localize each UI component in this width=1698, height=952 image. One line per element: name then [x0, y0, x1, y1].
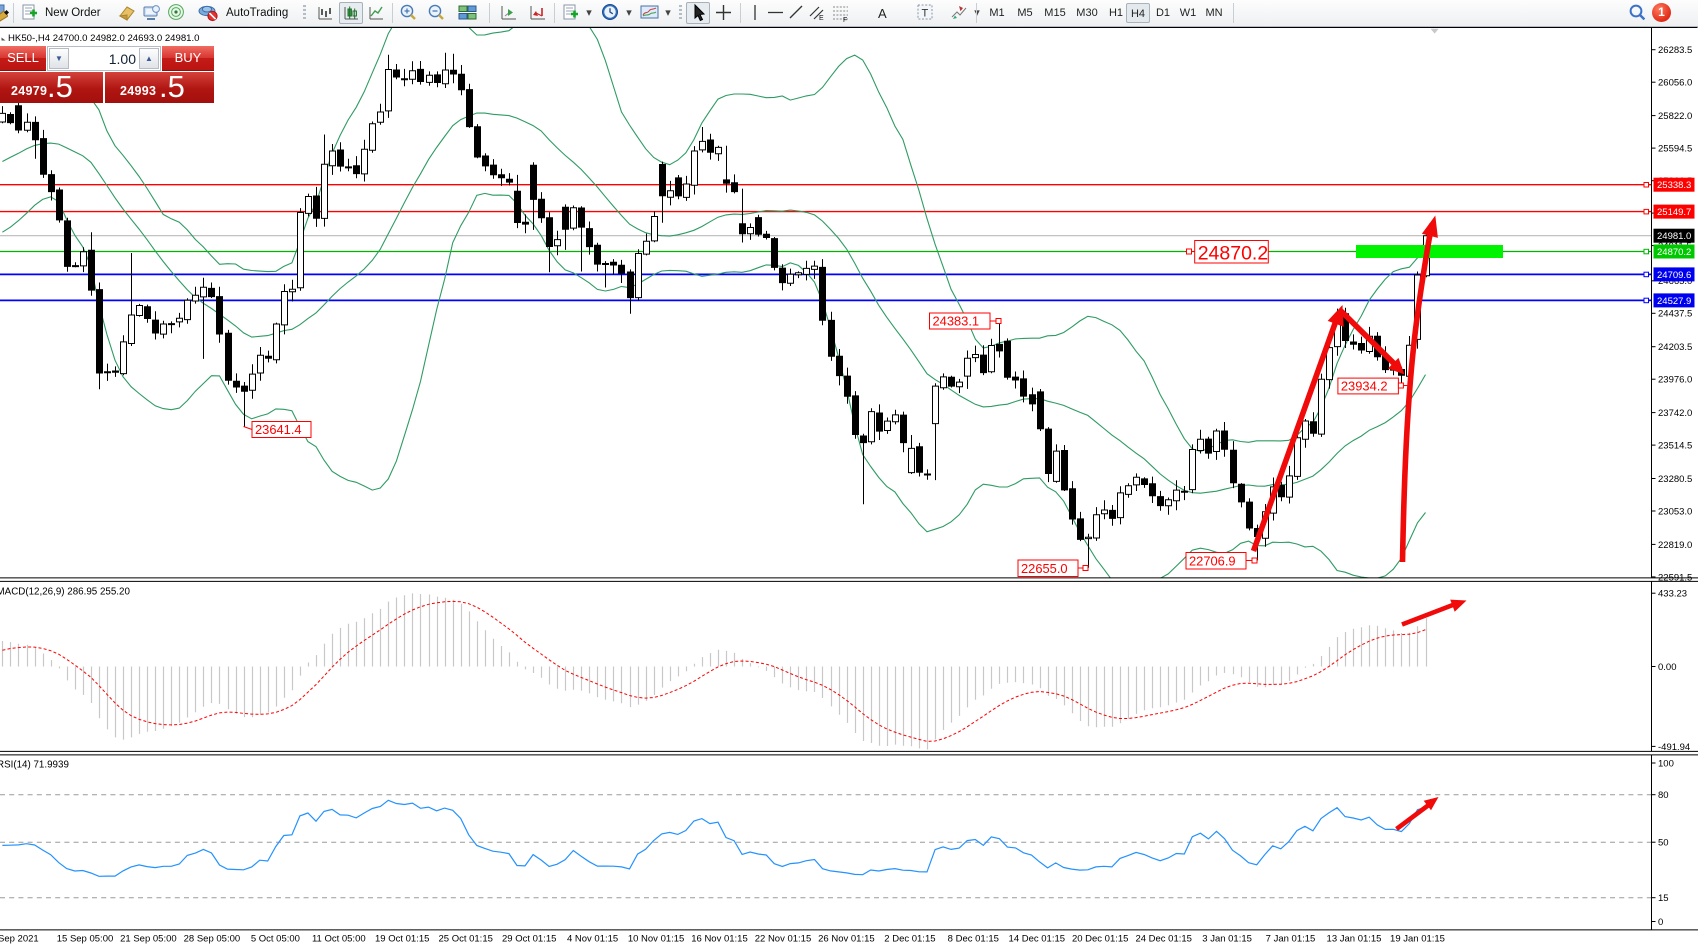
svg-text:28 Sep 05:00: 28 Sep 05:00	[184, 934, 241, 945]
svg-text:19 Oct 01:15: 19 Oct 01:15	[375, 934, 429, 945]
svg-text:25338.3: 25338.3	[1657, 180, 1691, 191]
svg-text:50: 50	[1658, 838, 1669, 849]
svg-text:19 Jan 01:15: 19 Jan 01:15	[1390, 934, 1445, 945]
svg-text:22591.5: 22591.5	[1658, 572, 1692, 583]
svg-text:25149.7: 25149.7	[1657, 207, 1691, 218]
svg-text:23934.2: 23934.2	[1341, 378, 1388, 393]
svg-text:22655.0: 22655.0	[1021, 561, 1068, 576]
svg-text:HK50-,H4 24700.0 24982.0 2469: HK50-,H4 24700.0 24982.0 24693.0 24981.0	[8, 33, 200, 44]
svg-text:2 Dec 01:15: 2 Dec 01:15	[884, 934, 935, 945]
svg-text:25 Oct 01:15: 25 Oct 01:15	[438, 934, 492, 945]
svg-text:433.23: 433.23	[1658, 589, 1687, 600]
svg-text:100: 100	[1658, 758, 1674, 769]
svg-text:5 Oct 05:00: 5 Oct 05:00	[251, 934, 300, 945]
svg-text:8 Dec 01:15: 8 Dec 01:15	[948, 934, 999, 945]
svg-text:16 Nov 01:15: 16 Nov 01:15	[691, 934, 748, 945]
svg-text:23976.0: 23976.0	[1658, 375, 1692, 386]
svg-text:20 Dec 01:15: 20 Dec 01:15	[1072, 934, 1129, 945]
svg-text:24437.5: 24437.5	[1658, 309, 1692, 320]
svg-text:24870.2: 24870.2	[1198, 243, 1269, 265]
svg-text:24203.5: 24203.5	[1658, 342, 1692, 353]
svg-text:23053.0: 23053.0	[1658, 506, 1692, 517]
svg-text:22706.9: 22706.9	[1189, 554, 1236, 569]
svg-text:0: 0	[1658, 917, 1663, 928]
svg-text:F: F	[843, 17, 847, 23]
svg-text:23641.4: 23641.4	[255, 422, 302, 437]
svg-text:23742.0: 23742.0	[1658, 408, 1692, 419]
svg-text:26056.0: 26056.0	[1658, 78, 1692, 89]
svg-text:10 Nov 01:15: 10 Nov 01:15	[628, 934, 685, 945]
svg-text:RSI(14) 71.9939: RSI(14) 71.9939	[0, 760, 69, 771]
svg-text:80: 80	[1658, 790, 1669, 801]
svg-text:E: E	[819, 15, 824, 22]
svg-text:0.00: 0.00	[1658, 662, 1677, 673]
svg-text:7 Jan 01:15: 7 Jan 01:15	[1266, 934, 1316, 945]
svg-text:-491.94: -491.94	[1658, 742, 1690, 753]
svg-text:Sep 2021: Sep 2021	[0, 934, 39, 945]
svg-text:24981.0: 24981.0	[1657, 231, 1691, 242]
svg-text:24709.6: 24709.6	[1657, 270, 1691, 281]
svg-text:21 Sep 05:00: 21 Sep 05:00	[120, 934, 177, 945]
svg-text:23280.5: 23280.5	[1658, 474, 1692, 485]
svg-text:15: 15	[1658, 893, 1669, 904]
svg-text:29 Oct 01:15: 29 Oct 01:15	[502, 934, 556, 945]
svg-text:13 Jan 01:15: 13 Jan 01:15	[1327, 934, 1382, 945]
svg-text:25594.5: 25594.5	[1658, 144, 1692, 155]
svg-text:22819.0: 22819.0	[1658, 540, 1692, 551]
svg-text:15 Sep 05:00: 15 Sep 05:00	[57, 934, 114, 945]
svg-text:24870.2: 24870.2	[1657, 247, 1691, 258]
svg-text:4 Nov 01:15: 4 Nov 01:15	[567, 934, 618, 945]
svg-text:T: T	[922, 8, 929, 20]
svg-text:24665.0: 24665.0	[1658, 276, 1692, 287]
svg-text:24 Dec 01:15: 24 Dec 01:15	[1135, 934, 1192, 945]
svg-text:24527.9: 24527.9	[1657, 296, 1691, 307]
svg-text:MACD(12,26,9) 286.95 255.20: MACD(12,26,9) 286.95 255.20	[0, 587, 130, 598]
svg-text:11 Oct 05:00: 11 Oct 05:00	[312, 934, 366, 945]
svg-text:25822.0: 25822.0	[1658, 111, 1692, 122]
svg-text:3 Jan 01:15: 3 Jan 01:15	[1202, 934, 1252, 945]
svg-text:24383.1: 24383.1	[933, 314, 980, 329]
svg-text:14 Dec 01:15: 14 Dec 01:15	[1009, 934, 1066, 945]
svg-text:23514.5: 23514.5	[1658, 441, 1692, 452]
svg-text:26283.5: 26283.5	[1658, 45, 1692, 56]
svg-text:22 Nov 01:15: 22 Nov 01:15	[755, 934, 812, 945]
svg-text:26 Nov 01:15: 26 Nov 01:15	[818, 934, 875, 945]
